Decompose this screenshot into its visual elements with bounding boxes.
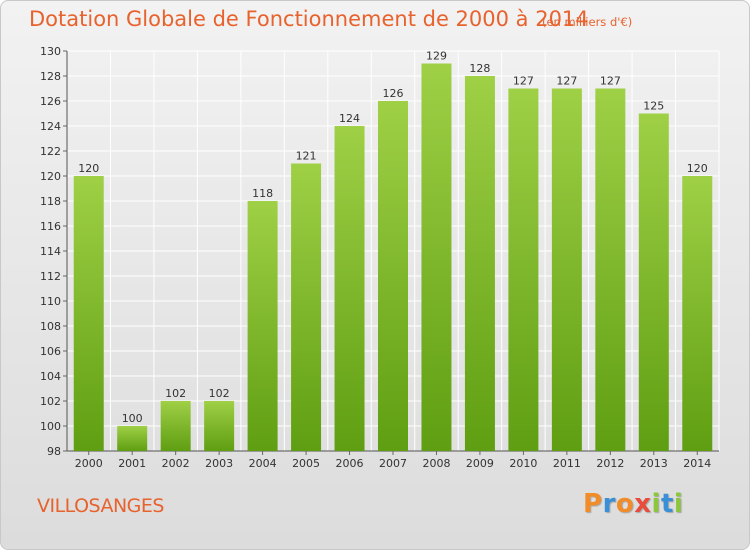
y-tick-label: 110 <box>40 295 61 308</box>
y-tick-label: 116 <box>40 220 61 233</box>
x-tick-label: 2009 <box>466 457 494 470</box>
x-tick-label: 2007 <box>379 457 407 470</box>
y-tick-label: 128 <box>40 70 61 83</box>
bar <box>117 426 148 451</box>
proxiti-logo: Proxiti <box>583 489 683 519</box>
x-tick-label: 2002 <box>162 457 190 470</box>
data-label: 100 <box>122 412 143 425</box>
bar <box>638 113 669 451</box>
data-label: 120 <box>78 162 99 175</box>
data-label: 120 <box>687 162 708 175</box>
bar <box>421 63 452 451</box>
x-tick-label: 2004 <box>249 457 277 470</box>
bar <box>595 88 626 451</box>
logo-letter: x <box>634 489 652 519</box>
bar <box>291 163 322 451</box>
bar <box>464 76 495 451</box>
x-tick-label: 2014 <box>683 457 711 470</box>
data-label: 127 <box>556 75 577 88</box>
bar <box>204 401 235 451</box>
x-tick-label: 2010 <box>509 457 537 470</box>
logo-letter: i <box>651 489 661 519</box>
data-label: 126 <box>383 87 404 100</box>
x-tick-label: 2001 <box>118 457 146 470</box>
x-tick-label: 2003 <box>205 457 233 470</box>
y-tick-label: 124 <box>40 120 61 133</box>
x-tick-label: 2000 <box>75 457 103 470</box>
y-tick-label: 106 <box>40 345 61 358</box>
data-label: 102 <box>209 387 230 400</box>
y-tick-label: 112 <box>40 270 61 283</box>
data-label: 124 <box>339 112 360 125</box>
data-label: 127 <box>513 75 534 88</box>
y-tick-label: 120 <box>40 170 61 183</box>
data-label: 121 <box>296 150 317 163</box>
data-label: 125 <box>643 100 664 113</box>
bar <box>508 88 539 451</box>
y-tick-label: 100 <box>40 420 61 433</box>
x-tick-label: 2012 <box>596 457 624 470</box>
y-tick-label: 130 <box>40 45 61 58</box>
x-tick-label: 2011 <box>553 457 581 470</box>
y-tick-label: 98 <box>47 445 61 458</box>
bar <box>378 101 408 451</box>
x-tick-label: 2006 <box>336 457 364 470</box>
labels: 98 100 102 104 106 108 110 112 114 116 118 120 122 12… <box>40 45 711 470</box>
x-tick-label: 2008 <box>422 457 450 470</box>
data-label: 128 <box>469 62 490 75</box>
data-label: 102 <box>165 387 186 400</box>
logo-letter: i <box>673 489 684 519</box>
y-tick-label: 108 <box>40 320 61 333</box>
logo-letter: o <box>615 489 635 519</box>
y-tick-label: 118 <box>40 195 61 208</box>
y-tick-label: 102 <box>40 395 61 408</box>
y-tick-label: 114 <box>40 245 61 258</box>
bar <box>247 201 278 451</box>
commune-name: VILLOSANGES <box>37 495 164 517</box>
bar <box>334 126 365 451</box>
y-tick-label: 122 <box>40 145 61 158</box>
y-tick-label: 126 <box>40 95 61 108</box>
bar <box>551 88 582 451</box>
bar <box>73 176 104 451</box>
logo-letter: r <box>602 489 616 519</box>
logo-letter: t <box>660 489 674 519</box>
data-label: 118 <box>252 187 273 200</box>
data-label: 127 <box>600 75 621 88</box>
bar <box>160 401 191 451</box>
chart-title: Dotation Globale de Fonctionnement de 20… <box>29 7 589 31</box>
logo-letter: P <box>583 489 603 519</box>
bars <box>73 63 713 451</box>
x-tick-label: 2013 <box>640 457 668 470</box>
y-tick-label: 104 <box>40 370 61 383</box>
bar <box>682 176 713 451</box>
data-label: 129 <box>426 50 447 63</box>
x-tick-label: 2005 <box>292 457 320 470</box>
chart-subtitle: (en milliers d'€) <box>542 15 633 29</box>
